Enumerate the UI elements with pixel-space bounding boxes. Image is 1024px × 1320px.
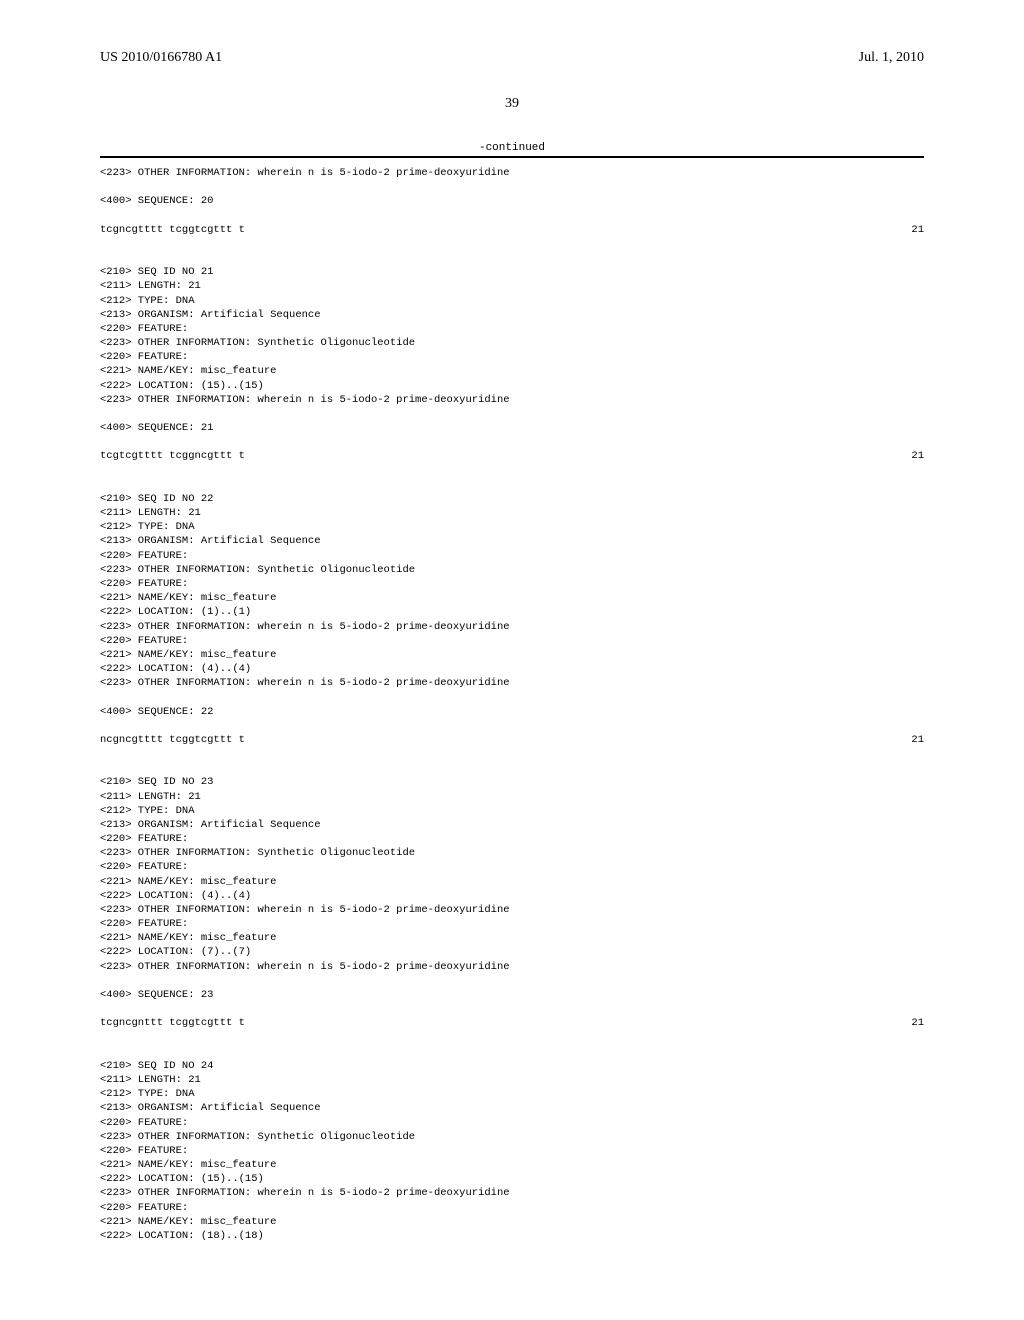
sequence-listing-line [100, 1030, 924, 1044]
sequence-listing-line [100, 435, 924, 449]
sequence-listing-line: <223> OTHER INFORMATION: wherein n is 5-… [100, 166, 924, 180]
sequence-length: 21 [911, 733, 924, 747]
sequence-listing-line: <221> NAME/KEY: misc_feature [100, 364, 924, 378]
sequence-listing-line: <220> FEATURE: [100, 1201, 924, 1215]
sequence-listing-line [100, 690, 924, 704]
sequence-listing-line: <223> OTHER INFORMATION: wherein n is 5-… [100, 393, 924, 407]
sequence-listing-line [100, 180, 924, 194]
sequence-listing-line: <211> LENGTH: 21 [100, 790, 924, 804]
sequence-listing-line: <223> OTHER INFORMATION: wherein n is 5-… [100, 676, 924, 690]
sequence-listing-line: <221> NAME/KEY: misc_feature [100, 931, 924, 945]
sequence-listing-line: <213> ORGANISM: Artificial Sequence [100, 308, 924, 322]
sequence-listing-line [100, 719, 924, 733]
sequence-listing-line: <213> ORGANISM: Artificial Sequence [100, 534, 924, 548]
sequence-listing-line: <220> FEATURE: [100, 634, 924, 648]
sequence-listing-line: <221> NAME/KEY: misc_feature [100, 591, 924, 605]
sequence-listing-line: <223> OTHER INFORMATION: wherein n is 5-… [100, 620, 924, 634]
sequence-listing-line: <223> OTHER INFORMATION: wherein n is 5-… [100, 1186, 924, 1200]
sequence-length: 21 [911, 223, 924, 237]
sequence-listing-line: <220> FEATURE: [100, 917, 924, 931]
sequence-listing-line: <400> SEQUENCE: 20 [100, 194, 924, 208]
sequence-listing-line: <210> SEQ ID NO 22 [100, 492, 924, 506]
sequence-length: 21 [911, 449, 924, 463]
sequence-listing-line: <221> NAME/KEY: misc_feature [100, 1215, 924, 1229]
page-header: US 2010/0166780 A1 Jul. 1, 2010 [0, 0, 1024, 76]
sequence-listing-line: <221> NAME/KEY: misc_feature [100, 1158, 924, 1172]
sequence-listing-line [100, 1002, 924, 1016]
sequence-listing-line: <400> SEQUENCE: 21 [100, 421, 924, 435]
sequence-listing-line: <211> LENGTH: 21 [100, 279, 924, 293]
sequence-listing-line [100, 464, 924, 478]
sequence-text: tcgncgnttt tcggtcgttt t [100, 1016, 245, 1030]
sequence-listing-line: <220> FEATURE: [100, 350, 924, 364]
sequence-listing-line [100, 478, 924, 492]
sequence-listing-line: <212> TYPE: DNA [100, 520, 924, 534]
sequence-row: tcgncgnttt tcggtcgttt t 21 [100, 1016, 924, 1030]
sequence-listing-line: <213> ORGANISM: Artificial Sequence [100, 818, 924, 832]
sequence-listing-line: <222> LOCATION: (15)..(15) [100, 379, 924, 393]
sequence-listing-line: <220> FEATURE: [100, 832, 924, 846]
sequence-listing-line: <222> LOCATION: (15)..(15) [100, 1172, 924, 1186]
sequence-listing-line [100, 251, 924, 265]
sequence-length: 21 [911, 1016, 924, 1030]
sequence-listing-line: <222> LOCATION: (18)..(18) [100, 1229, 924, 1243]
sequence-text: ncgncgtttt tcggtcgttt t [100, 733, 245, 747]
sequence-listing-line: <221> NAME/KEY: misc_feature [100, 648, 924, 662]
sequence-text: tcgncgtttt tcggtcgttt t [100, 223, 245, 237]
sequence-listing-content: <223> OTHER INFORMATION: wherein n is 5-… [0, 166, 1024, 1243]
sequence-listing-line: <220> FEATURE: [100, 1116, 924, 1130]
sequence-listing-line: <210> SEQ ID NO 24 [100, 1059, 924, 1073]
sequence-listing-line: <400> SEQUENCE: 22 [100, 705, 924, 719]
sequence-listing-line: <220> FEATURE: [100, 322, 924, 336]
publication-date: Jul. 1, 2010 [859, 50, 924, 66]
sequence-listing-line: <212> TYPE: DNA [100, 804, 924, 818]
sequence-listing-line: <222> LOCATION: (7)..(7) [100, 945, 924, 959]
sequence-row: tcgncgtttt tcggtcgttt t 21 [100, 223, 924, 237]
sequence-listing-line: <220> FEATURE: [100, 1144, 924, 1158]
header-rule [100, 156, 924, 158]
publication-number: US 2010/0166780 A1 [100, 50, 222, 66]
sequence-listing-line [100, 974, 924, 988]
sequence-listing-line: <211> LENGTH: 21 [100, 506, 924, 520]
sequence-listing-line: <220> FEATURE: [100, 577, 924, 591]
sequence-listing-line: <220> FEATURE: [100, 860, 924, 874]
sequence-listing-line [100, 209, 924, 223]
sequence-listing-line: <222> LOCATION: (4)..(4) [100, 662, 924, 676]
sequence-listing-line [100, 747, 924, 761]
sequence-listing-line: <223> OTHER INFORMATION: wherein n is 5-… [100, 960, 924, 974]
continued-label: -continued [0, 142, 1024, 154]
sequence-listing-line: <223> OTHER INFORMATION: Synthetic Oligo… [100, 1130, 924, 1144]
sequence-listing-line: <211> LENGTH: 21 [100, 1073, 924, 1087]
sequence-row: tcgtcgtttt tcggncgttt t 21 [100, 449, 924, 463]
sequence-text: tcgtcgtttt tcggncgttt t [100, 449, 245, 463]
sequence-listing-line [100, 1045, 924, 1059]
sequence-listing-line: <213> ORGANISM: Artificial Sequence [100, 1101, 924, 1115]
sequence-listing-line: <221> NAME/KEY: misc_feature [100, 875, 924, 889]
sequence-listing-line: <223> OTHER INFORMATION: Synthetic Oligo… [100, 563, 924, 577]
page-number: 39 [0, 96, 1024, 112]
sequence-listing-line: <220> FEATURE: [100, 549, 924, 563]
sequence-listing-line [100, 237, 924, 251]
sequence-listing-line: <212> TYPE: DNA [100, 1087, 924, 1101]
sequence-listing-line: <223> OTHER INFORMATION: wherein n is 5-… [100, 903, 924, 917]
sequence-listing-line: <222> LOCATION: (1)..(1) [100, 605, 924, 619]
sequence-listing-line: <210> SEQ ID NO 23 [100, 775, 924, 789]
sequence-listing-line: <400> SEQUENCE: 23 [100, 988, 924, 1002]
sequence-listing-line: <223> OTHER INFORMATION: Synthetic Oligo… [100, 336, 924, 350]
sequence-listing-line [100, 761, 924, 775]
sequence-listing-line: <222> LOCATION: (4)..(4) [100, 889, 924, 903]
sequence-listing-line: <212> TYPE: DNA [100, 294, 924, 308]
sequence-listing-line: <223> OTHER INFORMATION: Synthetic Oligo… [100, 846, 924, 860]
sequence-listing-line [100, 407, 924, 421]
sequence-row: ncgncgtttt tcggtcgttt t 21 [100, 733, 924, 747]
sequence-listing-line: <210> SEQ ID NO 21 [100, 265, 924, 279]
